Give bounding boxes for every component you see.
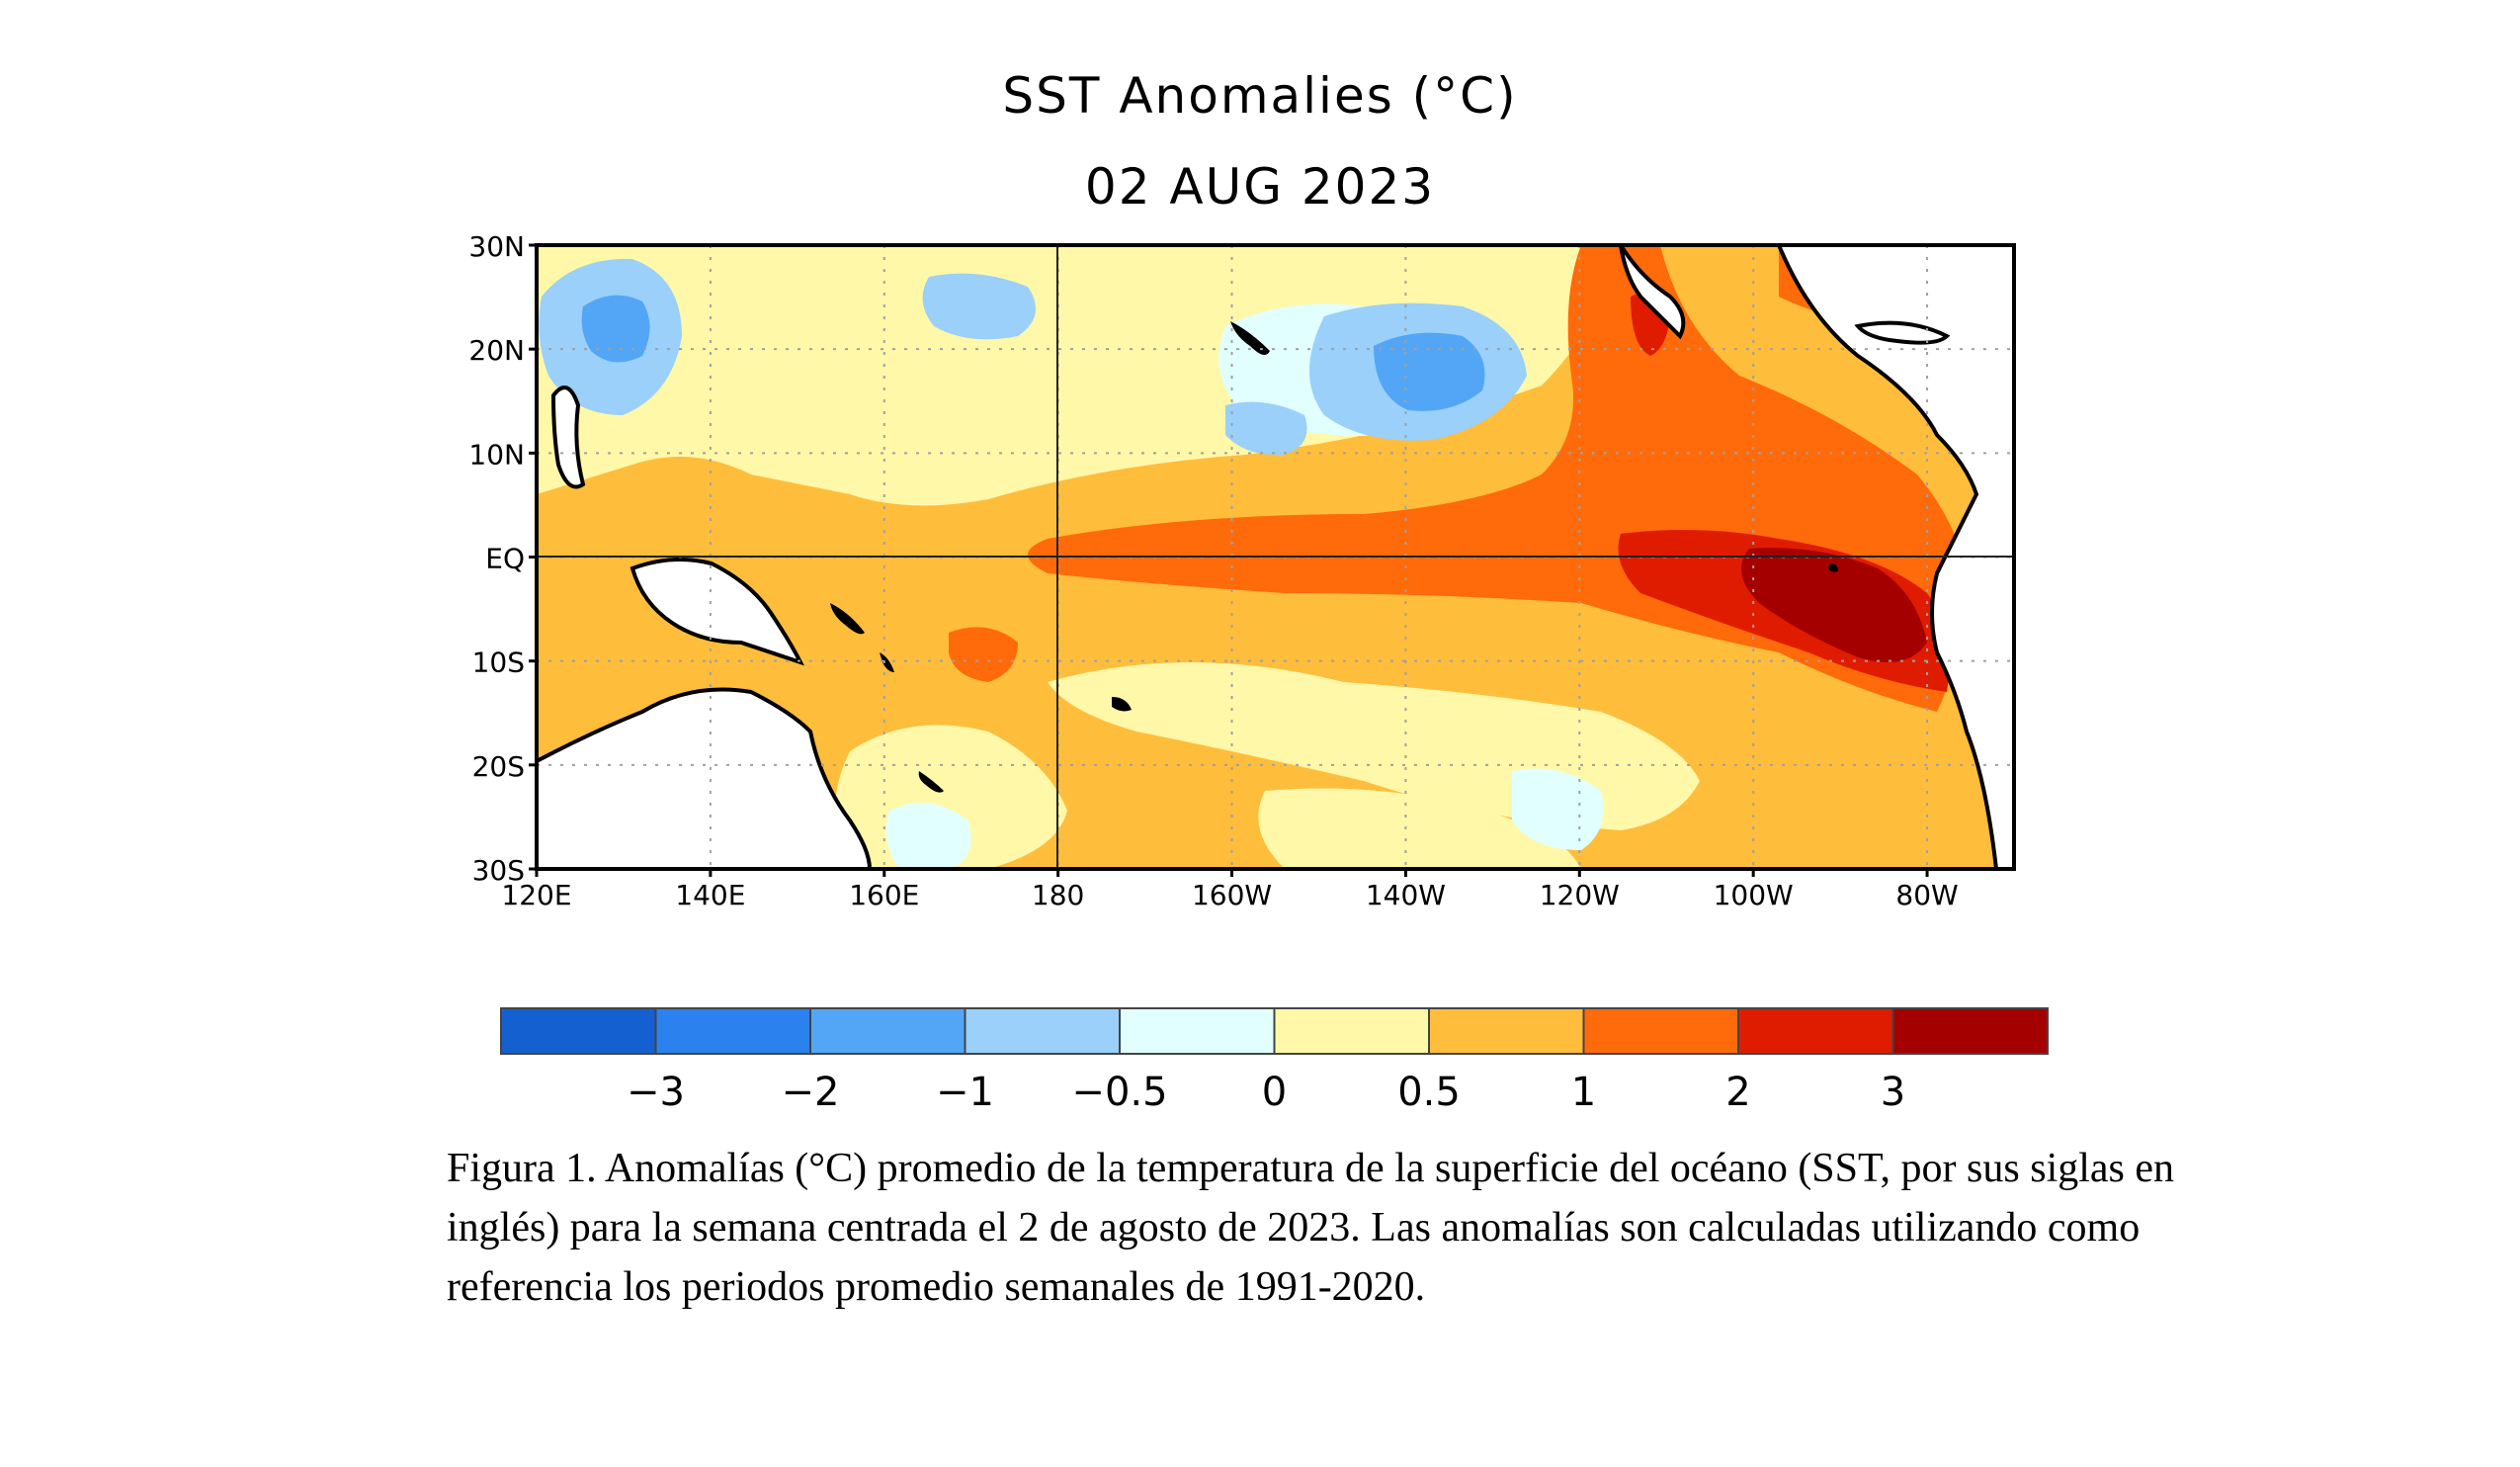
chart-date: 02 AUG 2023: [1084, 158, 1436, 216]
land-new-guinea: [630, 558, 804, 666]
land-philippines: [550, 386, 586, 489]
lat-tick-label: 10N: [468, 438, 525, 471]
legend-color-box: [1737, 1007, 1894, 1055]
anomaly-region-southwest-neutral: [885, 803, 971, 869]
lat-tick-label: 10S: [472, 647, 525, 679]
anomaly-region-southeast-neutral: [1512, 768, 1604, 850]
island-vanuatu: [880, 652, 894, 672]
legend-labels: −3 −2 −1 −0.5 0 0.5 1 2 3: [627, 1070, 1905, 1115]
latitude-axis: 30N 20N 10N EQ 10S 20S 30S: [468, 230, 537, 887]
legend-label: 2: [1725, 1070, 1750, 1115]
lon-tick-label: 160E: [849, 879, 919, 911]
lon-tick-label: 80W: [1895, 879, 1958, 911]
island-new-caledonia: [918, 771, 944, 793]
legend-color-box: [1273, 1007, 1430, 1055]
island-galapagos: [1828, 563, 1838, 572]
figure-caption: Figura 1. Anomalías (°C) promedio de la …: [447, 1146, 2175, 1310]
longitude-axis: 120E 140E 160E 180 160W 140W 120W 100W 80W: [501, 869, 1959, 911]
island-solomons: [830, 603, 865, 635]
legend-color-box: [1428, 1007, 1585, 1055]
legend-label: 3: [1881, 1070, 1905, 1115]
land-cuba: [1854, 320, 1951, 345]
lon-tick-label: 120W: [1540, 879, 1620, 911]
legend-color-box: [809, 1007, 966, 1055]
island-hawaii: [1230, 321, 1270, 355]
anomaly-region-central-north-cool: [922, 273, 1036, 340]
lon-tick-label: 140W: [1366, 879, 1446, 911]
legend-label: −2: [782, 1070, 840, 1115]
lon-tick-label: 160W: [1192, 879, 1272, 911]
lat-tick-label: 20S: [472, 750, 525, 783]
island-fiji: [1112, 697, 1132, 712]
legend-color-box: [500, 1007, 657, 1055]
legend-color-box: [964, 1007, 1121, 1055]
anomaly-region-far-south-pale: [1258, 788, 1581, 869]
anomaly-region-east-central-cool: [1225, 401, 1307, 456]
anomaly-region-eastern-hottest: [1741, 548, 1927, 662]
land-baja-mexico: [1619, 245, 1686, 340]
legend-color-box: [1891, 1007, 2049, 1055]
lon-tick-label: 100W: [1714, 879, 1794, 911]
lat-tick-label: EQ: [485, 543, 525, 575]
anomaly-region-western-warm: [949, 627, 1018, 682]
anomaly-region-northwest-coolest: [581, 295, 650, 363]
legend-label: 1: [1571, 1070, 1596, 1115]
lat-tick-label: 30S: [472, 854, 525, 887]
anomaly-region-northeast-coolest: [1374, 332, 1485, 411]
lat-tick-label: 30N: [468, 230, 525, 263]
legend-label: 0: [1262, 1070, 1287, 1115]
legend-label: 0.5: [1397, 1070, 1461, 1115]
chart-title: SST Anomalies (°C): [1002, 67, 1518, 125]
lon-tick-label: 120E: [501, 879, 571, 911]
legend-color-boxes: [500, 1007, 2049, 1055]
legend-label: −3: [627, 1070, 685, 1115]
lat-tick-label: 20N: [468, 334, 525, 367]
legend-color-box: [1582, 1007, 1739, 1055]
lon-tick-label: 140E: [675, 879, 745, 911]
land-americas: [1621, 245, 2014, 869]
legend-label: −1: [936, 1070, 994, 1115]
lon-tick-label: 180: [1032, 879, 1084, 911]
legend-color-box: [654, 1007, 811, 1055]
legend-color-box: [1119, 1007, 1276, 1055]
legend-label: −0.5: [1071, 1070, 1167, 1115]
land-new-guinea-australia: [537, 687, 873, 869]
